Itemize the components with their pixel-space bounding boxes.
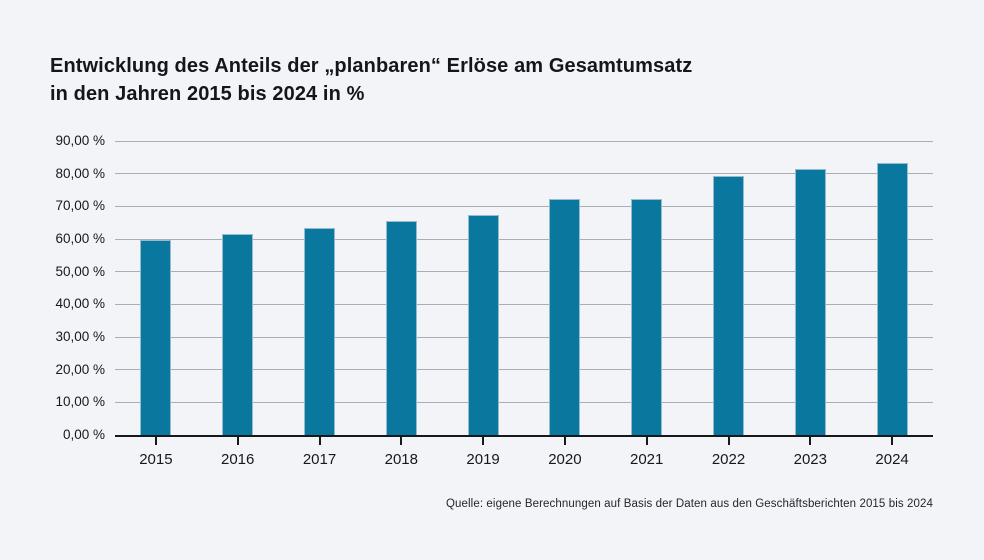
bar [385, 221, 417, 435]
x-tick-label: 2024 [875, 451, 909, 468]
x-tick-label: 2015 [139, 451, 173, 468]
x-axis-tick [154, 436, 157, 445]
gridline [115, 205, 933, 207]
x-tick-label: 2021 [630, 451, 664, 468]
y-tick-label: 90,00 % [55, 133, 105, 148]
x-tick-label: 2017 [302, 451, 337, 468]
y-tick-label: 30,00 % [55, 329, 105, 344]
gridline [115, 173, 933, 175]
x-axis-tick [482, 436, 485, 445]
x-axis-line [115, 435, 933, 437]
x-tick-label: 2019 [466, 451, 500, 468]
plot-area [115, 140, 933, 437]
bar [467, 214, 499, 435]
x-tick-label: 2018 [384, 451, 418, 468]
x-axis-tick [891, 436, 894, 445]
x-axis-tick [400, 436, 403, 445]
x-tick-label: 2022 [711, 451, 746, 468]
y-tick-label: 50,00 % [55, 263, 105, 279]
gridline [115, 238, 933, 240]
gridline [115, 336, 933, 338]
source-note: Quelle: eigene Berechnungen auf Basis de… [445, 498, 933, 510]
x-axis-tick [236, 436, 239, 445]
x-axis-tick [563, 436, 566, 445]
bar [140, 239, 172, 435]
gridline [115, 271, 933, 273]
y-tick-label: 60,00 % [55, 231, 105, 246]
gridline [115, 401, 933, 403]
y-tick-label: 10,00 % [55, 394, 105, 410]
y-tick-label: 70,00 % [55, 198, 105, 214]
x-tick-label: 2023 [793, 451, 827, 468]
gridline [115, 140, 933, 142]
bar [876, 162, 908, 435]
y-tick-label: 20,00 % [55, 361, 105, 377]
x-axis-tick [318, 436, 321, 445]
bar [222, 234, 254, 435]
bar [304, 227, 335, 435]
bar [631, 198, 663, 435]
y-tick-label: 80,00 % [55, 165, 105, 181]
chart-title: Entwicklung des Anteils der „planbaren“ … [50, 52, 692, 108]
y-tick-label: 40,00 % [55, 296, 105, 312]
chart-title-line2: in den Jahren 2015 bis 2024 in % [50, 83, 365, 105]
x-axis-tick [727, 436, 730, 445]
chart-title-line1: Entwicklung des Anteils der „planbaren“ … [50, 55, 693, 77]
gridline [115, 303, 933, 305]
x-tick-label: 2016 [221, 451, 255, 468]
y-tick-label: 0,00 % [62, 427, 105, 442]
x-axis: 2015 2016 2017 2018 2019 2020 2021 2022 2023 2024 [115, 435, 933, 485]
x-tick-label: 2020 [548, 451, 582, 468]
y-axis: 0,00 % 10,00 % 20,00 % 30,00 % 40,00 % 50,00 … [0, 133, 105, 442]
x-axis-tick [809, 436, 812, 445]
gridline [115, 369, 933, 371]
bar [794, 169, 826, 435]
x-axis-tick [645, 436, 648, 445]
bar [713, 175, 744, 435]
bar [549, 198, 581, 435]
